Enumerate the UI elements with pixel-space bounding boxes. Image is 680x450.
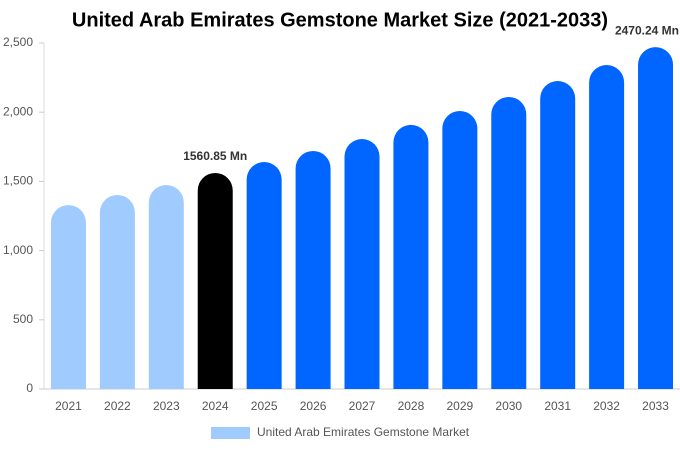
value-label: 2470.24 Mn: [615, 23, 679, 37]
bar: [246, 162, 282, 389]
bar: [99, 194, 135, 389]
x-tick-label: 2027: [349, 399, 376, 413]
bar: [491, 96, 527, 389]
legend-label: United Arab Emirates Gemstone Market: [257, 425, 470, 439]
x-tick-label: 2026: [300, 399, 327, 413]
x-tick-label: 2028: [398, 399, 425, 413]
x-tick-label: 2029: [446, 399, 473, 413]
bar: [638, 47, 674, 390]
y-tick-label: 2,000: [3, 104, 33, 118]
bar: [148, 184, 184, 389]
value-label: 1560.85 Mn: [183, 149, 247, 163]
y-tick-label: 1,500: [3, 174, 33, 188]
y-tick-label: 2,500: [3, 35, 33, 49]
x-tick-label: 2032: [593, 399, 620, 413]
x-tick-label: 2033: [642, 399, 669, 413]
bar: [344, 139, 380, 389]
y-tick-label: 1,000: [3, 243, 33, 257]
legend-swatch: [211, 427, 250, 439]
bar: [197, 172, 233, 389]
x-tick-label: 2024: [202, 399, 229, 413]
x-tick-label: 2025: [251, 399, 278, 413]
y-tick-label: 0: [26, 381, 33, 395]
bar: [540, 81, 576, 389]
x-tick-label: 2030: [495, 399, 522, 413]
bar: [295, 150, 331, 389]
y-tick-label: 500: [13, 312, 33, 326]
bar: [442, 110, 478, 389]
bar: [589, 65, 625, 389]
bar: [50, 205, 86, 389]
bar: [393, 124, 429, 389]
x-tick-label: 2023: [153, 399, 180, 413]
chart-title: United Arab Emirates Gemstone Market Siz…: [72, 9, 608, 31]
x-tick-label: 2021: [55, 399, 82, 413]
x-tick-label: 2022: [104, 399, 131, 413]
x-tick-label: 2031: [544, 399, 571, 413]
